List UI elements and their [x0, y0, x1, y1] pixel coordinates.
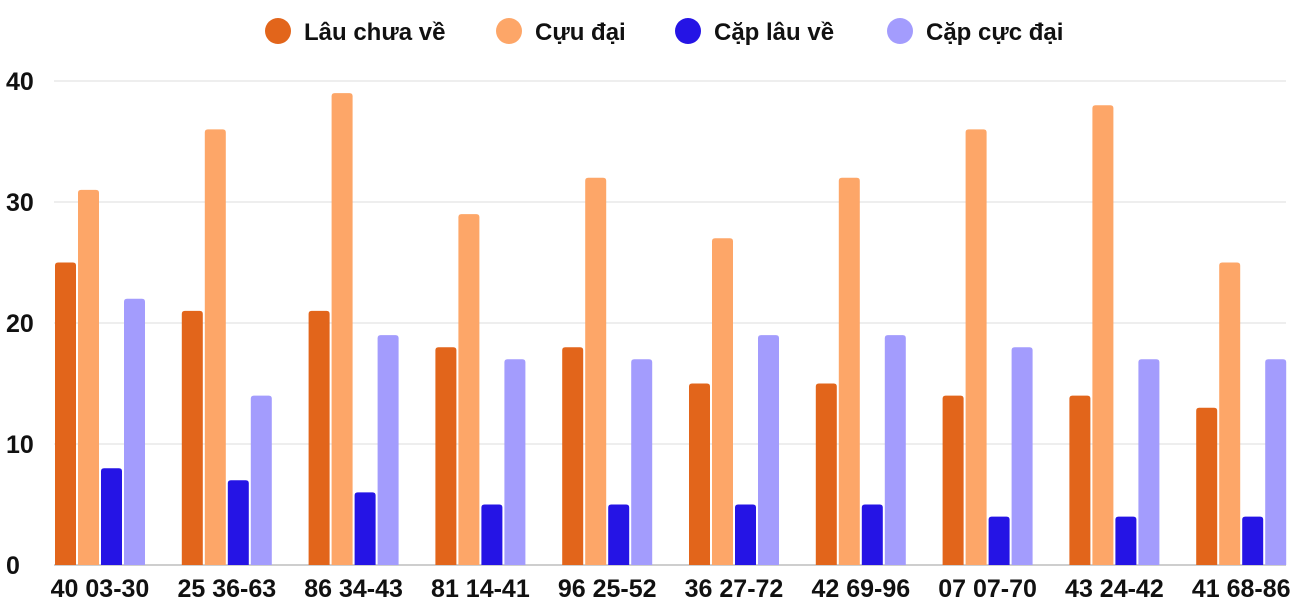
- bar-2-9: [1092, 105, 1114, 565]
- legend-item[interactable]: Cặp cực đại: [887, 18, 1063, 46]
- bar-2-7: [838, 177, 860, 566]
- bar-4-4: [504, 359, 526, 565]
- legend-item[interactable]: Cặp lâu về: [675, 18, 834, 46]
- legend-item[interactable]: Cựu đại: [496, 18, 626, 46]
- bar-1-5: [562, 347, 584, 565]
- legend-label: Cặp lâu về: [714, 19, 834, 46]
- bar-2-3: [331, 93, 353, 565]
- bar-1-7: [815, 383, 837, 565]
- y-tick-label: 0: [6, 552, 20, 580]
- bar-2-2: [204, 129, 226, 565]
- legend-swatch-4: [887, 18, 913, 44]
- bar-2-10: [1219, 262, 1241, 565]
- legend-label: Lâu chưa về: [304, 19, 445, 46]
- legend-swatch-3: [675, 18, 701, 44]
- bar-1-2: [181, 310, 203, 565]
- x-category-label: 43 24-42: [1065, 575, 1164, 600]
- legend-swatch-1: [265, 18, 291, 44]
- x-category-label: 42 69-96: [811, 575, 910, 600]
- bar-2-1: [78, 189, 99, 565]
- x-category-label: 36 27-72: [685, 575, 784, 600]
- bar-4-1: [124, 298, 145, 565]
- bar-3-9: [1115, 516, 1137, 565]
- bar-3-8: [988, 516, 1010, 565]
- bar-1-8: [942, 395, 964, 565]
- y-tick-label: 30: [6, 189, 34, 217]
- bar-1-3: [308, 310, 330, 565]
- x-category-label: 86 34-43: [304, 575, 403, 600]
- chart-legend: Lâu chưa về Cựu đại Cặp lâu về Cặp cực đại: [265, 18, 1063, 46]
- bar-4-7: [884, 335, 906, 565]
- x-category-label: 25 36-63: [177, 575, 276, 600]
- bar-4-10: [1265, 359, 1287, 565]
- x-axis-categories: 40 03-30 25 36-63 86 34-43 81 14-41 96 25-52…: [51, 575, 1291, 600]
- bar-1-10: [1196, 407, 1218, 565]
- y-tick-label: 10: [6, 431, 34, 459]
- bar-3-4: [481, 504, 503, 565]
- bar-1-1: [55, 262, 76, 565]
- bar-1-4: [435, 347, 457, 565]
- chart-bars: [55, 93, 1287, 566]
- bar-3-10: [1242, 516, 1264, 565]
- x-category-label: 81 14-41: [431, 575, 530, 600]
- bar-2-5: [585, 177, 607, 566]
- bar-3-2: [227, 480, 249, 565]
- bar-2-8: [965, 129, 987, 565]
- y-tick-label: 40: [6, 68, 34, 96]
- x-category-label: 07 07-70: [938, 575, 1037, 600]
- legend-label: Cựu đại: [535, 19, 626, 46]
- bar-4-3: [377, 335, 399, 565]
- bar-4-2: [250, 395, 272, 565]
- bar-3-6: [735, 504, 756, 565]
- legend-swatch-2: [496, 18, 522, 44]
- x-category-label: 40 03-30: [51, 575, 150, 600]
- legend-label: Cặp cực đại: [926, 19, 1063, 46]
- bar-3-7: [861, 504, 883, 565]
- bar-4-8: [1011, 347, 1033, 565]
- x-category-label: 41 68-86: [1192, 575, 1291, 600]
- bar-3-1: [101, 468, 122, 565]
- x-category-label: 96 25-52: [558, 575, 657, 600]
- legend-item[interactable]: Lâu chưa về: [265, 18, 445, 46]
- bar-4-6: [758, 335, 779, 565]
- bar-4-5: [631, 359, 653, 565]
- bar-3-5: [608, 504, 630, 565]
- bar-2-4: [458, 214, 480, 565]
- bar-3-3: [354, 492, 376, 565]
- bar-2-6: [712, 238, 733, 566]
- y-axis-ticks: 0 10 20 30 40: [6, 68, 34, 580]
- bar-1-6: [689, 383, 710, 565]
- bar-4-9: [1138, 359, 1160, 565]
- y-tick-label: 20: [6, 310, 34, 338]
- bar-1-9: [1069, 395, 1091, 565]
